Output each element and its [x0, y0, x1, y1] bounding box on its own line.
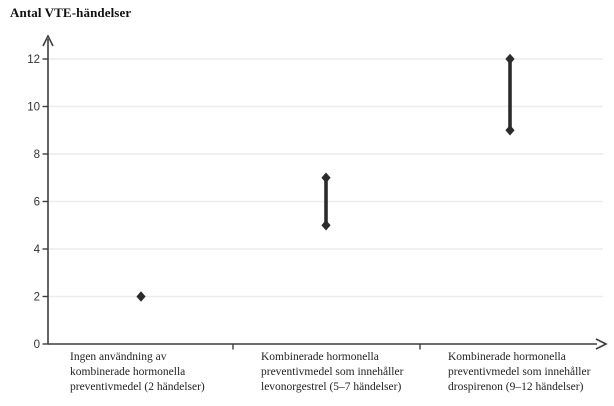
x-label-line: kombinerade hormonella — [70, 366, 186, 378]
y-axis-tick-label: 4 — [34, 244, 41, 256]
data-point-diamond — [505, 125, 515, 136]
data-point-diamond — [321, 220, 331, 231]
y-axis-tick-label: 2 — [34, 292, 40, 304]
x-label-line: Ingen användning av — [70, 351, 167, 363]
x-label-line: Kombinerade hormonella — [448, 351, 566, 363]
y-axis-tick-label: 6 — [34, 197, 40, 209]
data-point-diamond — [136, 291, 146, 302]
x-axis-arrow-icon — [595, 338, 608, 350]
x-axis-category-label-1: Ingen användning av kombinerade hormonel… — [70, 350, 255, 395]
x-label-line: preventivmedel (2 händelser) — [70, 381, 205, 393]
x-label-line: Kombinerade hormonella — [261, 351, 379, 363]
data-point-diamond — [505, 53, 515, 65]
y-axis-tick-label: 0 — [34, 339, 40, 351]
x-label-line: levonorgestrel (5–7 händelser) — [261, 381, 402, 393]
x-label-line: preventivmedel som innehåller — [261, 366, 404, 378]
x-label-line: drospirenon (9–12 händelser) — [448, 381, 584, 393]
y-axis-tick-label: 8 — [34, 149, 40, 161]
data-point-diamond — [321, 172, 331, 183]
chart-title: Antal VTE-händelser — [10, 5, 132, 20]
x-label-line: preventivmedel som innehåller — [448, 366, 591, 378]
y-axis-tick-label: 12 — [27, 54, 40, 66]
x-axis-category-label-2: Kombinerade hormonella preventivmedel so… — [261, 350, 446, 395]
y-axis-tick-label: 10 — [27, 102, 40, 114]
x-axis-category-label-3: Kombinerade hormonella preventivmedel so… — [448, 350, 614, 395]
y-axis-arrow-icon — [42, 34, 54, 47]
